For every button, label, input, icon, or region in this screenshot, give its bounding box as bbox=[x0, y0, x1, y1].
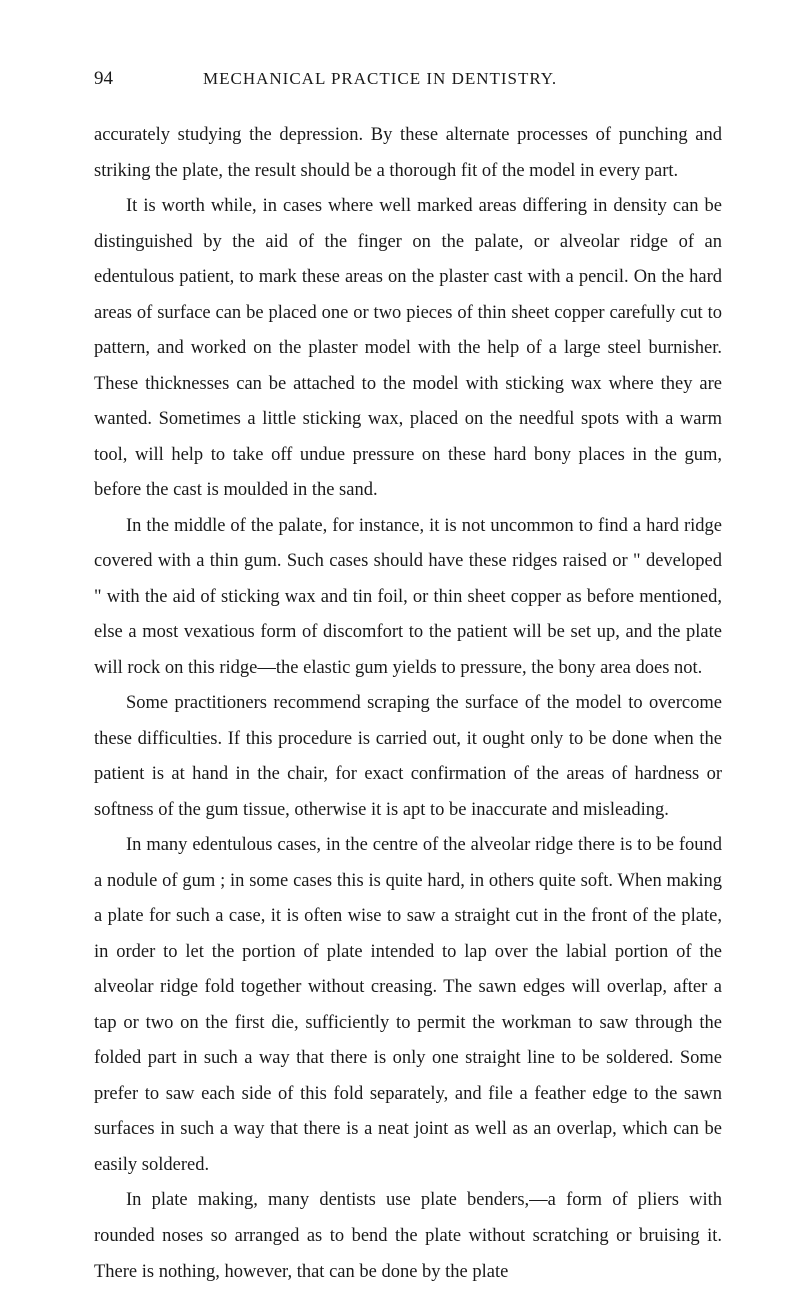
paragraph-1: accurately studying the depression. By t… bbox=[94, 118, 722, 189]
paragraph-4: Some practitioners recommend scraping th… bbox=[94, 686, 722, 828]
page-title: MECHANICAL PRACTICE IN DENTISTRY. bbox=[203, 69, 557, 89]
page-number: 94 bbox=[94, 68, 113, 90]
paragraph-6: In plate making, many dentists use plate… bbox=[94, 1183, 722, 1290]
page-header: 94 MECHANICAL PRACTICE IN DENTISTRY. bbox=[94, 68, 722, 90]
body-text: accurately studying the depression. By t… bbox=[94, 118, 722, 1290]
paragraph-3: In the middle of the palate, for instanc… bbox=[94, 509, 722, 687]
paragraph-2: It is worth while, in cases where well m… bbox=[94, 189, 722, 509]
paragraph-5: In many edentulous cases, in the centre … bbox=[94, 828, 722, 1183]
